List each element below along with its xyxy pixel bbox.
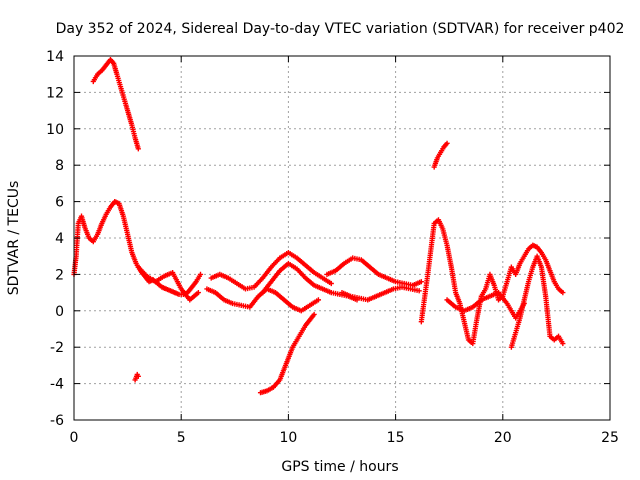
data-point [560, 340, 566, 347]
chart-title: Day 352 of 2024, Sidereal Day-to-day VTE… [56, 21, 625, 37]
x-tick-label: 10 [279, 430, 297, 446]
series-arc-low-morning [71, 199, 204, 298]
data-point [197, 271, 204, 277]
axis-ticks: 0 5 10 15 20 25 -6 -4 -2 0 2 4 6 8 10 12 14 [46, 49, 619, 446]
x-tick-label: 0 [70, 430, 79, 446]
y-tick-label: 8 [55, 158, 64, 174]
data-point [416, 288, 422, 294]
x-tick-label: 25 [601, 430, 619, 446]
y-tick-label: 2 [55, 267, 64, 283]
y-tick-label: 12 [46, 85, 64, 101]
y-tick-label: 0 [55, 304, 64, 320]
data-point [315, 297, 322, 303]
y-tick-label: 6 [55, 195, 64, 211]
data-point [444, 140, 450, 146]
series-arc-spike [431, 140, 450, 170]
series-arc-evening-c [508, 253, 566, 350]
series-arc-midday-b [204, 286, 322, 314]
data-marks [71, 57, 566, 396]
x-tick-label: 5 [177, 430, 186, 446]
data-point [311, 311, 317, 318]
x-axis-title: GPS time / hours [281, 459, 398, 475]
y-tick-label: -2 [50, 340, 64, 356]
data-point [560, 290, 566, 296]
y-tick-label: 10 [46, 122, 64, 138]
y-tick-label: -4 [50, 377, 64, 393]
series-arc-rising [257, 311, 317, 396]
data-point [135, 373, 141, 379]
data-point [135, 146, 141, 152]
series-arc-high-morning [90, 57, 141, 152]
grid-lines [74, 56, 610, 420]
series-arc-afternoon [324, 255, 424, 288]
x-tick-label: 20 [494, 430, 512, 446]
series-arc-morning-aux [135, 264, 201, 303]
data-point [418, 279, 424, 285]
series-arc-afternoon-b [339, 284, 422, 303]
y-tick-label: 14 [46, 49, 64, 65]
y-axis-title: SDTVAR / TECUs [6, 181, 22, 296]
y-tick-label: 4 [55, 231, 64, 247]
series-outlier-morning [132, 371, 141, 383]
data-point [195, 290, 201, 296]
series-arc-midday-a [208, 249, 334, 292]
data-point [328, 280, 334, 287]
y-tick-label: -6 [50, 413, 64, 429]
x-tick-label: 15 [387, 430, 405, 446]
